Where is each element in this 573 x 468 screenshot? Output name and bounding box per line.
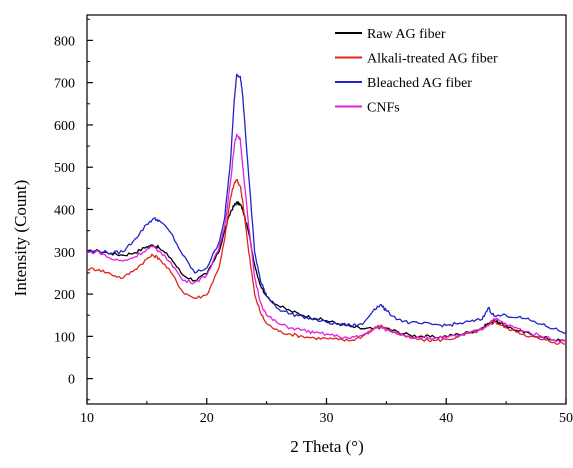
y-tick-label: 400 [54, 204, 75, 219]
y-tick-label: 500 [54, 161, 75, 176]
series-line [86, 133, 567, 343]
plot-frame [86, 14, 567, 405]
x-tick-label: 20 [200, 411, 214, 426]
series-lines [86, 73, 567, 345]
x-tick-label: 30 [320, 411, 334, 426]
y-tick-label: 600 [54, 119, 75, 134]
legend-label: CNFs [367, 101, 400, 116]
y-tick-label: 300 [54, 246, 75, 261]
y-tick-label: 200 [54, 288, 75, 303]
y-tick-label: 100 [54, 330, 75, 345]
y-axis-label: Intensity (Count) [11, 180, 30, 297]
y-tick-label: 0 [68, 373, 75, 388]
legend-label: Alkali-treated AG fiber [367, 52, 498, 67]
series-line [86, 73, 567, 334]
series-line [86, 201, 567, 343]
x-tick-label: 10 [80, 411, 94, 426]
legend-label: Bleached AG fiber [367, 76, 472, 91]
y-tick-label: 800 [54, 34, 75, 49]
x-axis-label: 2 Theta (°) [290, 437, 364, 456]
legend: Raw AG fiber Alkali-treated AG fiber Bleac… [335, 27, 498, 116]
x-tick-label: 50 [559, 411, 573, 426]
y-tick-label: 700 [54, 77, 75, 92]
legend-label: Raw AG fiber [367, 27, 446, 42]
x-tick-label: 40 [439, 411, 453, 426]
